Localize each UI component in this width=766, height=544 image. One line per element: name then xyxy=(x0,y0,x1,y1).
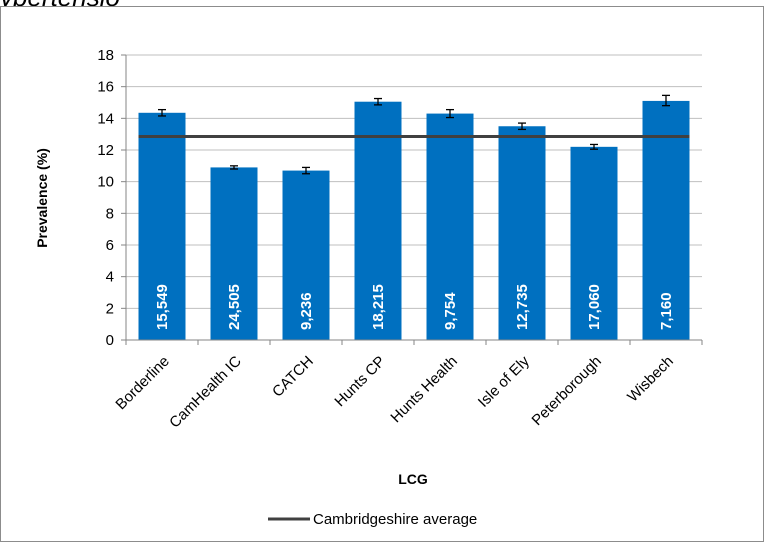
legend: Cambridgeshire average xyxy=(268,511,477,528)
x-tick-label: Wisbech xyxy=(624,353,677,406)
bar xyxy=(642,100,690,341)
legend-label: Cambridgeshire average xyxy=(313,511,477,528)
bar-data-label: 7,160 xyxy=(658,292,675,330)
y-axis-title: Prevalence (%) xyxy=(34,148,50,248)
x-tick-label: CamHealth IC xyxy=(166,353,245,432)
axes xyxy=(121,54,703,345)
y-tick-label: 8 xyxy=(106,205,114,222)
x-axis-title: LCG xyxy=(398,471,428,487)
y-tick-label: 0 xyxy=(106,332,114,349)
y-tick-label: 4 xyxy=(106,269,114,286)
bar xyxy=(498,126,546,340)
bars xyxy=(138,94,690,341)
bar xyxy=(210,167,258,340)
bar xyxy=(354,101,402,340)
bar-data-label: 9,754 xyxy=(442,292,459,330)
y-tick-label: 14 xyxy=(97,110,114,127)
y-tick-label: 6 xyxy=(106,237,114,254)
x-tick-label: Peterborough xyxy=(529,353,605,429)
y-tick-label: 16 xyxy=(97,79,114,96)
x-tick-label: Isle of Ely xyxy=(475,352,533,410)
bar-data-label: 17,060 xyxy=(586,284,603,330)
y-tick-label: 18 xyxy=(97,47,114,64)
x-tick-label: Borderline xyxy=(112,353,172,413)
bar-data-label: 18,215 xyxy=(370,284,387,330)
bar-data-label: 9,236 xyxy=(298,292,315,330)
x-tick-label: CATCH xyxy=(269,353,317,401)
x-tick-label: Hunts CP xyxy=(331,353,388,410)
y-tick-label: 10 xyxy=(97,174,114,191)
y-tick-label: 12 xyxy=(97,142,114,159)
bar xyxy=(138,112,186,341)
bar-data-label: 24,505 xyxy=(226,284,243,330)
bar xyxy=(282,170,330,340)
bar-data-label: 15,549 xyxy=(154,284,171,330)
bar-data-label: 12,735 xyxy=(514,284,531,330)
x-tick-label: Hunts Health xyxy=(387,353,460,426)
bar xyxy=(570,146,618,340)
y-tick-label: 2 xyxy=(106,300,114,317)
bar xyxy=(426,113,474,340)
